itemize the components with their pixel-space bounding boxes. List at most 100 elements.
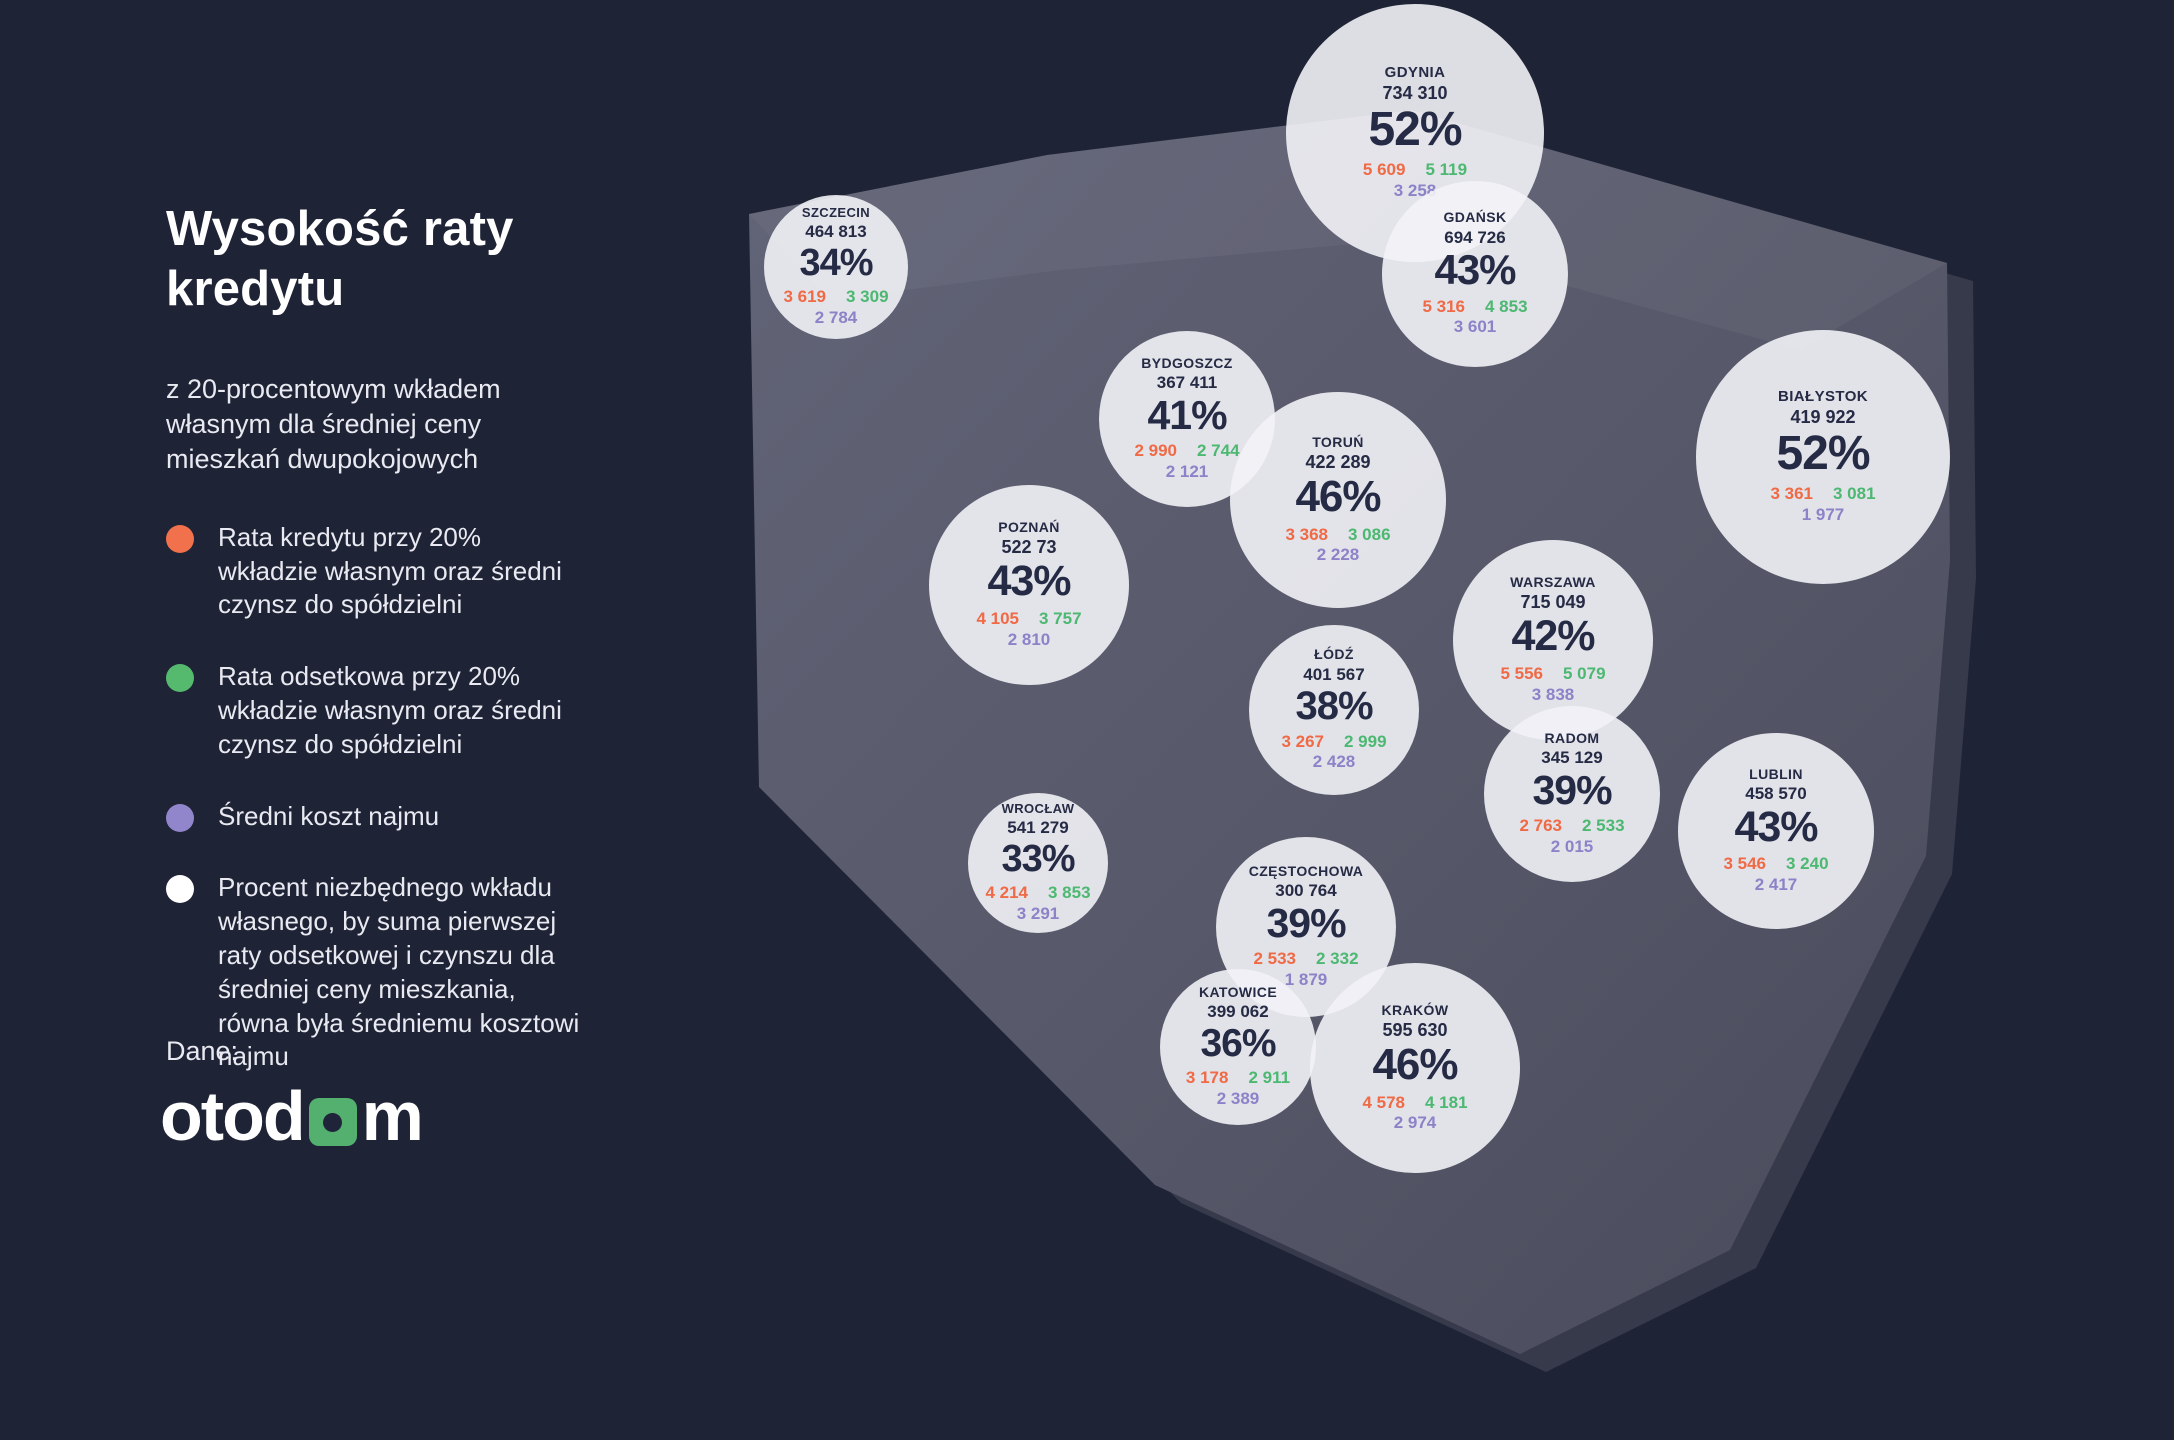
- city-rata-kredytu: 3 546: [1723, 854, 1766, 874]
- city-price: 458 570: [1745, 784, 1807, 804]
- city-bubble-radom: RADOM 345 129 39% 2 763 2 533 2 015: [1484, 706, 1660, 882]
- city-rates-row: 4 214 3 853: [985, 883, 1090, 903]
- city-name: GDYNIA: [1384, 63, 1446, 81]
- city-price: 694 726: [1444, 227, 1506, 247]
- city-rata-odsetkowa: 4 853: [1485, 296, 1528, 316]
- city-name: RADOM: [1544, 729, 1600, 746]
- legend-item-3: Procent niezbędnego wkładu własnego, by …: [166, 871, 586, 1074]
- city-price: 522 73: [1001, 537, 1057, 558]
- city-price: 419 922: [1790, 407, 1856, 428]
- city-rata-odsetkowa: 3 081: [1833, 484, 1876, 504]
- city-rata-odsetkowa: 3 086: [1348, 524, 1391, 544]
- city-koszt-najmu: 3 601: [1453, 317, 1497, 337]
- logo-text-suffix: m: [361, 1076, 424, 1155]
- city-rates-row: 5 316 4 853: [1422, 297, 1527, 317]
- city-percent: 33%: [1001, 837, 1075, 880]
- city-rates-row: 2 763 2 533: [1519, 816, 1624, 836]
- legend-dot-icon: [166, 664, 194, 693]
- city-rata-kredytu: 4 105: [976, 609, 1019, 628]
- city-name: WROCŁAW: [1001, 800, 1075, 816]
- city-price: 595 630: [1382, 1019, 1448, 1040]
- legend-label: Rata odsetkowa przy 20% wkładzie własnym…: [218, 661, 562, 759]
- source-label: Dane:: [166, 1036, 239, 1066]
- city-price: 401 567: [1303, 664, 1365, 684]
- otodom-logo: otod m: [160, 1072, 424, 1155]
- city-rata-odsetkowa: 5 119: [1425, 160, 1468, 180]
- page-title: Wysokość raty kredytu: [166, 202, 514, 316]
- city-price: 300 764: [1275, 881, 1337, 901]
- city-rata-kredytu: 2 533: [1253, 949, 1296, 969]
- legend-label: Procent niezbędnego wkładu własnego, by …: [218, 872, 580, 1072]
- city-rates-row: 3 178 2 911: [1186, 1068, 1290, 1088]
- city-name: CZĘSTOCHOWA: [1248, 862, 1364, 879]
- city-rates-row: 3 368 3 086: [1285, 525, 1390, 545]
- city-bubble-katowice: KATOWICE 399 062 36% 3 178 2 911 2 389: [1160, 969, 1316, 1125]
- city-percent: 52%: [1776, 427, 1870, 481]
- city-price: 734 310: [1382, 83, 1448, 104]
- city-percent: 34%: [799, 241, 873, 284]
- logo-square-dot-icon: [323, 1112, 343, 1132]
- city-rata-kredytu: 3 368: [1285, 524, 1328, 544]
- city-bubble-wrocław: WROCŁAW 541 279 33% 4 214 3 853 3 291: [968, 793, 1108, 933]
- city-bubble-łódź: ŁÓDŹ 401 567 38% 3 267 2 999 2 428: [1249, 625, 1419, 795]
- city-percent: 46%: [1295, 471, 1381, 521]
- city-percent: 39%: [1266, 899, 1346, 946]
- city-bubble-gdańsk: GDAŃSK 694 726 43% 5 316 4 853 3 601: [1382, 181, 1568, 367]
- city-name: SZCZECIN: [801, 204, 871, 220]
- city-rata-odsetkowa: 3 757: [1039, 609, 1082, 628]
- city-rata-odsetkowa: 2 911: [1248, 1068, 1291, 1088]
- city-percent: 38%: [1295, 684, 1373, 729]
- city-bubble-warszawa: WARSZAWA 715 049 42% 5 556 5 079 3 838: [1453, 540, 1653, 740]
- legend-label: Średni koszt najmu: [218, 800, 440, 831]
- city-rata-odsetkowa: 2 533: [1582, 816, 1625, 836]
- city-rata-odsetkowa: 2 744: [1197, 441, 1240, 461]
- city-name: POZNAŃ: [998, 519, 1060, 536]
- city-bubble-szczecin: SZCZECIN 464 813 34% 3 619 3 309 2 784: [764, 195, 908, 339]
- city-rata-kredytu: 4 578: [1362, 1092, 1405, 1112]
- city-rates-row: 4 578 4 181: [1362, 1093, 1467, 1113]
- city-name: BIAŁYSTOK: [1778, 387, 1868, 405]
- city-price: 422 289: [1305, 451, 1371, 472]
- city-rata-kredytu: 3 178: [1185, 1068, 1229, 1088]
- city-name: KATOWICE: [1198, 983, 1278, 1000]
- city-rata-odsetkowa: 3 853: [1048, 883, 1091, 903]
- city-koszt-najmu: 2 810: [1007, 629, 1051, 649]
- city-name: BYDGOSZCZ: [1141, 354, 1233, 371]
- city-price: 367 411: [1156, 373, 1218, 393]
- city-koszt-najmu: 1 977: [1801, 504, 1845, 524]
- legend-label: Rata kredytu przy 20% wkładzie własnym o…: [218, 521, 562, 620]
- city-koszt-najmu: 2 417: [1754, 874, 1798, 894]
- city-percent: 39%: [1532, 766, 1612, 813]
- city-rata-kredytu: 5 609: [1362, 160, 1406, 180]
- city-name: GDAŃSK: [1443, 209, 1507, 226]
- city-rata-kredytu: 3 619: [783, 287, 826, 307]
- city-rata-odsetkowa: 3 309: [846, 287, 889, 307]
- city-price: 345 129: [1541, 748, 1603, 768]
- city-bubble-bydgoszcz: BYDGOSZCZ 367 411 41% 2 990 2 744 2 121: [1099, 331, 1275, 507]
- legend-dot-icon: [166, 803, 194, 832]
- city-rata-odsetkowa: 2 332: [1316, 949, 1359, 969]
- city-name: WARSZAWA: [1510, 574, 1596, 591]
- legend-item-2: Średni koszt najmu: [166, 800, 586, 834]
- city-koszt-najmu: 1 879: [1284, 969, 1328, 989]
- city-name: LUBLIN: [1749, 765, 1803, 782]
- city-percent: 42%: [1511, 612, 1595, 661]
- city-rata-odsetkowa: 4 181: [1425, 1092, 1468, 1112]
- city-koszt-najmu: 2 428: [1312, 752, 1356, 772]
- city-rates-row: 5 556 5 079: [1500, 664, 1605, 684]
- city-price: 715 049: [1520, 592, 1586, 613]
- city-price: 541 279: [1007, 818, 1069, 838]
- city-price: 399 062: [1207, 1002, 1269, 1022]
- city-rates-row: 2 533 2 332: [1253, 949, 1358, 969]
- city-bubble-białystok: BIAŁYSTOK 419 922 52% 3 361 3 081 1 977: [1696, 330, 1950, 584]
- city-name: KRAKÓW: [1381, 1001, 1449, 1018]
- city-percent: 52%: [1368, 103, 1462, 157]
- city-bubble-toruń: TORUŃ 422 289 46% 3 368 3 086 2 228: [1230, 392, 1446, 608]
- city-bubble-poznań: POZNAŃ 522 73 43% 4 105 3 757 2 810: [929, 485, 1129, 685]
- city-rata-kredytu: 3 361: [1770, 484, 1813, 504]
- city-rata-kredytu: 2 763: [1519, 816, 1562, 836]
- page-subtitle: z 20-procentowym wkładem własnym dla śre…: [166, 373, 501, 474]
- city-koszt-najmu: 2 389: [1216, 1088, 1260, 1108]
- city-bubble-kraków: KRAKÓW 595 630 46% 4 578 4 181 2 974: [1310, 963, 1520, 1173]
